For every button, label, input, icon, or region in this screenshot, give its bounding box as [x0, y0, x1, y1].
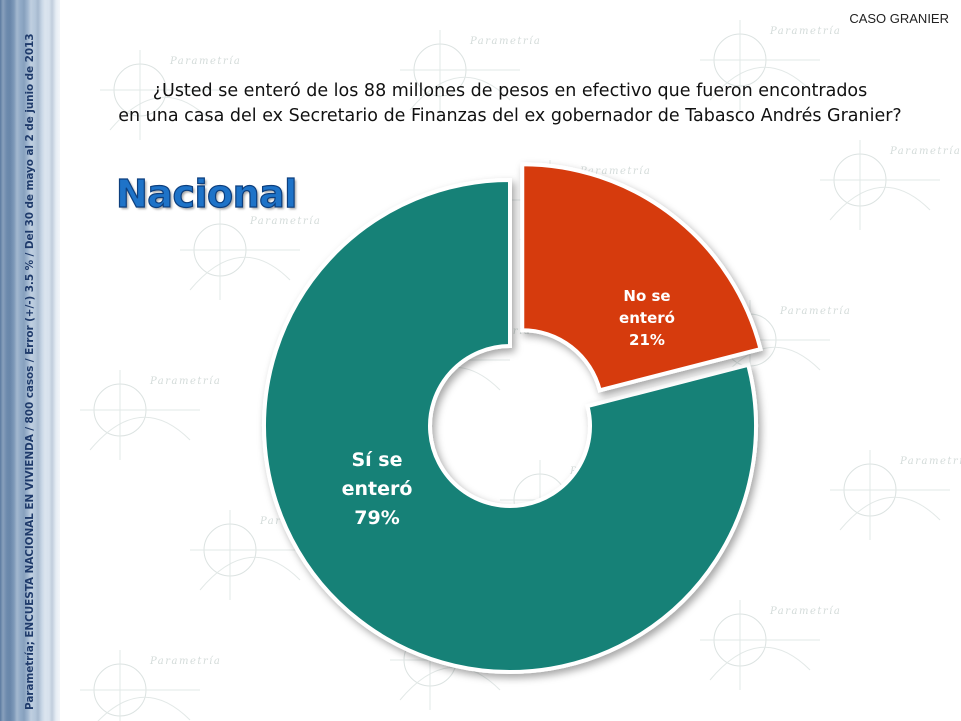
- slice-label-no-se-entero-line-1: No se: [623, 287, 670, 305]
- slice-label-si-se-entero: Sí se enteró 79%: [342, 449, 413, 529]
- slice-label-si-se-entero-line-1: Sí se: [351, 449, 402, 471]
- survey-question-line-2: en una casa del ex Secretario de Finanza…: [118, 106, 902, 126]
- case-label: CASO GRANIER: [849, 11, 949, 26]
- region-title: Nacional: [115, 171, 298, 216]
- slice-si-se-entero: [262, 177, 758, 674]
- slice-label-si-se-entero-line-2: enteró: [342, 478, 413, 500]
- slice-label-no-se-entero-line-2: enteró: [619, 309, 675, 327]
- left-decorative-band: [0, 0, 60, 721]
- slice-label-si-se-entero-line-3: 79%: [354, 507, 399, 529]
- survey-question: ¿Usted se enteró de los 88 millones de p…: [110, 79, 910, 129]
- survey-question-line-1: ¿Usted se enteró de los 88 millones de p…: [152, 81, 868, 101]
- slice-label-no-se-entero-line-3: 21%: [629, 331, 665, 349]
- slice-no-se-entero: [520, 162, 763, 393]
- slice-label-no-se-entero: No se enteró 21%: [619, 287, 675, 349]
- left-band-texture: [0, 0, 60, 721]
